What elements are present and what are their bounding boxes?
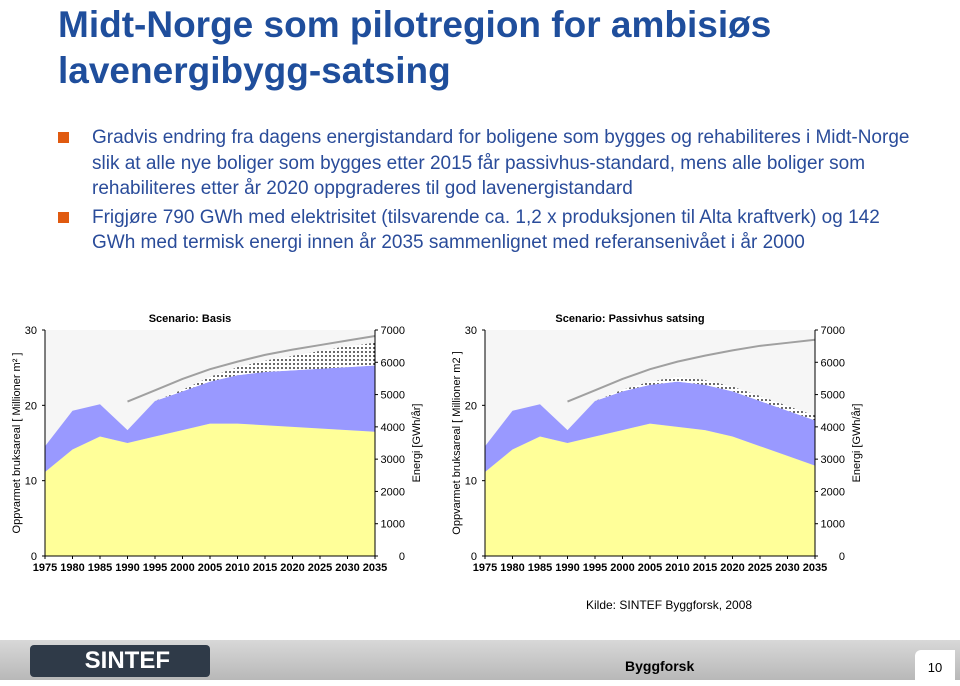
y-tick-label: 30 [465, 325, 477, 337]
x-tick-label: 1980 [500, 562, 524, 574]
x-tick-label: 2000 [170, 562, 194, 574]
logo: SINTEF [30, 645, 210, 677]
y2-tick-label: 2000 [381, 486, 405, 498]
y2-tick-label: 0 [399, 551, 405, 563]
x-tick-label: 1985 [528, 562, 552, 574]
chart-title: Scenario: Basis [149, 313, 232, 325]
area-segment [485, 423, 815, 556]
bullet-list: Gradvis endring fra dagens energistandar… [58, 125, 918, 259]
x-tick-label: 2030 [775, 562, 799, 574]
y-tick-label: 30 [25, 325, 37, 337]
x-tick-label: 1975 [33, 562, 57, 574]
bullet: Gradvis endring fra dagens energistandar… [58, 125, 918, 202]
area-segment [45, 423, 375, 556]
x-tick-label: 1980 [60, 562, 84, 574]
x-tick-label: 2035 [803, 562, 827, 574]
y-tick-label: 0 [31, 551, 37, 563]
y2-axis-label: Energi [GWh/år] [411, 404, 423, 483]
area-segment [45, 365, 375, 473]
x-tick-label: 1985 [88, 562, 112, 574]
unit-name: Byggforsk [625, 658, 695, 674]
y2-tick-label: 0 [839, 551, 845, 563]
y2-tick-label: 7000 [381, 325, 405, 337]
x-tick-label: 1975 [473, 562, 497, 574]
line [567, 338, 816, 403]
x-tick-label: 2015 [253, 562, 277, 574]
y-axis-label: Oppvarmet bruksareal [ Millioner m2 ] [451, 351, 463, 534]
area-segment [485, 381, 815, 473]
bullet: Frigjøre 790 GWh med elektrisitet (tilsv… [58, 205, 918, 256]
y2-axis-label: Energi [GWh/år] [851, 404, 863, 483]
y2-tick-label: 5000 [821, 390, 845, 402]
y-tick-label: 20 [25, 400, 37, 412]
x-tick-label: 2010 [665, 562, 689, 574]
y2-tick-label: 2000 [821, 486, 845, 498]
x-tick-label: 2025 [748, 562, 772, 574]
y-tick-label: 10 [25, 476, 37, 488]
x-tick-label: 1995 [583, 562, 607, 574]
y-tick-label: 20 [465, 400, 477, 412]
y-tick-label: 0 [471, 551, 477, 563]
area-segment [45, 342, 375, 447]
x-tick-label: 1990 [115, 562, 139, 574]
line [127, 335, 376, 403]
page-number: 10 [915, 650, 955, 680]
x-tick-label: 2020 [280, 562, 304, 574]
y2-tick-label: 6000 [821, 357, 845, 369]
chart-title: Scenario: Passivhus satsing [555, 313, 704, 325]
x-tick-label: 2020 [720, 562, 744, 574]
x-tick-label: 2010 [225, 562, 249, 574]
y2-tick-label: 5000 [381, 390, 405, 402]
y2-tick-label: 4000 [821, 422, 845, 434]
x-tick-label: 1990 [555, 562, 579, 574]
x-tick-label: 2035 [363, 562, 387, 574]
x-tick-label: 1995 [143, 562, 167, 574]
x-tick-label: 2005 [198, 562, 222, 574]
x-tick-label: 2025 [308, 562, 332, 574]
x-tick-label: 2000 [610, 562, 634, 574]
y2-tick-label: 7000 [821, 325, 845, 337]
y2-tick-label: 1000 [821, 519, 845, 531]
y2-tick-label: 6000 [381, 357, 405, 369]
y-axis-label: Oppvarmet bruksareal [ Millioner m² ] [11, 353, 23, 534]
footer: SINTEF Byggforsk 10 [0, 640, 960, 680]
y2-tick-label: 3000 [381, 454, 405, 466]
x-tick-label: 2030 [335, 562, 359, 574]
slide-title: Midt-Norge som pilotregion for ambisiøs … [58, 4, 772, 91]
x-tick-label: 2005 [638, 562, 662, 574]
y2-tick-label: 3000 [821, 454, 845, 466]
source: Kilde: SINTEF Byggforsk, 2008 [586, 598, 753, 612]
y-tick-label: 10 [465, 476, 477, 488]
x-tick-label: 2015 [693, 562, 717, 574]
y2-tick-label: 1000 [381, 519, 405, 531]
y2-tick-label: 4000 [381, 422, 405, 434]
